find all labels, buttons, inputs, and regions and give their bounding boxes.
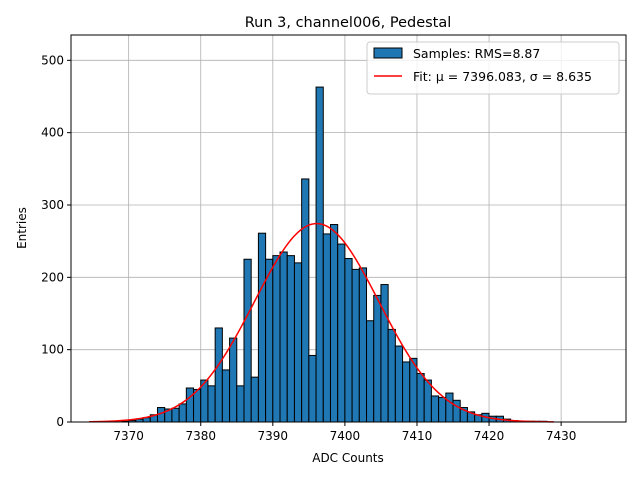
y-tick-label: 0 <box>56 415 64 429</box>
histogram-bar <box>301 178 310 423</box>
legend-fit-label: Fit: μ = 7396.083, σ = 8.635 <box>413 69 592 84</box>
histogram-bar <box>315 86 324 423</box>
x-tick-label: 7400 <box>330 429 361 443</box>
y-tick-label: 200 <box>41 270 64 284</box>
histogram-bar <box>387 328 396 423</box>
histogram-bar <box>229 337 238 423</box>
histogram-bars <box>120 86 548 423</box>
histogram-bar <box>243 258 252 423</box>
histogram-bar <box>358 267 368 423</box>
histogram-bar <box>445 392 454 423</box>
histogram-bar <box>373 294 382 423</box>
y-axis-ticks: 0 100 200 300 400 500 <box>41 53 71 429</box>
histogram-bar <box>171 407 180 423</box>
histogram-bar <box>344 258 353 423</box>
histogram-bar <box>329 224 339 423</box>
x-tick-label: 7390 <box>258 429 289 443</box>
histogram-bar <box>337 243 346 423</box>
histogram-bar <box>286 255 295 423</box>
legend-box <box>366 41 620 95</box>
histogram-bar <box>322 233 331 423</box>
histogram-bar <box>265 258 274 423</box>
y-tick-label: 300 <box>41 198 64 212</box>
histogram-bar <box>214 327 223 423</box>
x-tick-label: 7410 <box>402 429 433 443</box>
legend: Samples: RMS=8.87 Fit: μ = 7396.083, σ =… <box>366 41 620 95</box>
histogram-bar <box>221 369 231 423</box>
legend-samples-patch <box>373 47 403 59</box>
histogram-bar <box>308 354 317 423</box>
histogram-bar <box>380 284 389 423</box>
histogram-bar <box>250 376 259 423</box>
plot-frame <box>70 34 627 423</box>
histogram-bar <box>193 388 202 423</box>
histogram-bar <box>416 373 425 423</box>
histogram-bar <box>272 255 281 423</box>
histogram-bar <box>178 403 187 423</box>
histogram-bar <box>207 385 216 423</box>
histogram-bar <box>409 357 418 423</box>
histogram-bar <box>366 320 375 423</box>
histogram-bar <box>394 345 404 423</box>
histogram-bar <box>351 268 360 423</box>
histogram-bar <box>185 387 195 423</box>
y-tick-label: 100 <box>41 343 64 357</box>
histogram-bar <box>430 395 440 423</box>
x-tick-label: 7380 <box>185 429 216 443</box>
x-tick-label: 7430 <box>546 429 577 443</box>
x-axis-title: ADC Counts <box>312 451 384 465</box>
fit-curve <box>89 222 554 423</box>
histogram-bar <box>423 379 432 423</box>
histogram-bar <box>452 399 461 423</box>
histogram-bar <box>236 385 245 423</box>
y-axis-title: Entries <box>15 207 29 249</box>
y-tick-label: 400 <box>41 126 64 140</box>
histogram-bar <box>438 396 447 423</box>
x-tick-label: 7370 <box>113 429 144 443</box>
histogram-bar <box>279 251 288 423</box>
histogram-bar <box>257 232 267 423</box>
histogram-bar <box>402 361 411 423</box>
chart-title: Run 3, channel006, Pedestal <box>245 15 452 31</box>
histogram-bar <box>293 262 303 423</box>
y-tick-label: 500 <box>41 53 64 67</box>
x-tick-label: 7420 <box>474 429 505 443</box>
legend-samples-label: Samples: RMS=8.87 <box>413 46 540 61</box>
x-axis-ticks: 7370 7380 7390 7400 7410 7420 7430 <box>113 422 576 443</box>
